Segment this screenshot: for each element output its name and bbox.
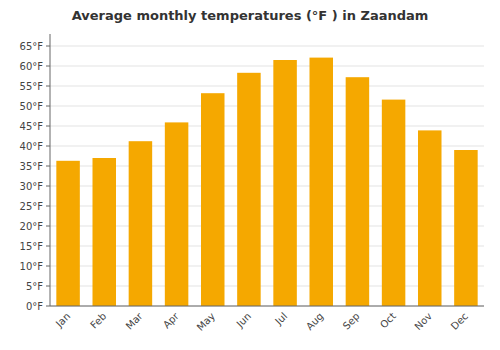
grid-line [50, 106, 484, 107]
y-tick-label: 65°F [20, 41, 44, 52]
grid [50, 46, 484, 306]
y-tick-label: 15°F [20, 241, 44, 252]
bar [346, 77, 370, 306]
x-tick-label: Mar [124, 310, 146, 332]
bar [382, 100, 406, 306]
bar [165, 122, 189, 306]
y-tick-label: 0°F [26, 301, 43, 312]
bar [129, 141, 153, 306]
y-tick [46, 106, 50, 107]
bar [454, 150, 478, 306]
y-tick [46, 186, 50, 187]
page: {"chart_data": {"type": "bar", "title": … [0, 0, 500, 350]
bar [237, 73, 261, 306]
y-axis: 0°F 5°F 10°F 15°F 20°F 25°F 30°F 35°F 40°F 45°F 50… [20, 34, 50, 312]
y-tick-label: 40°F [20, 141, 44, 152]
bar [418, 130, 442, 306]
y-axis-line [50, 34, 51, 306]
x-tick-label: Jan [53, 310, 72, 329]
y-tick [46, 46, 50, 47]
x-tick-label: Jul [272, 310, 289, 327]
bar [309, 58, 333, 306]
grid-line [50, 86, 484, 87]
y-tick-label: 60°F [20, 61, 44, 72]
y-tick [46, 266, 50, 267]
y-tick [46, 286, 50, 287]
grid-line [50, 126, 484, 127]
y-tick-label: 25°F [20, 201, 44, 212]
y-tick-label: 50°F [20, 101, 44, 112]
y-tick [46, 66, 50, 67]
chart-container: Average monthly temperatures (°F ) in Za… [0, 0, 500, 350]
bar [273, 60, 297, 306]
y-tick-label: 35°F [20, 161, 44, 172]
y-tick [46, 306, 50, 307]
y-tick-label: 30°F [20, 181, 44, 192]
y-tick [46, 246, 50, 247]
grid-line [50, 306, 484, 307]
bar [92, 158, 116, 306]
bar [201, 93, 225, 306]
grid-line [50, 66, 484, 67]
y-tick-label: 45°F [20, 121, 44, 132]
x-tick-label: May [195, 310, 217, 332]
x-tick-label: Feb [88, 310, 108, 330]
x-tick-label: Jun [234, 310, 254, 330]
chart-svg: Average monthly temperatures (°F ) in Za… [0, 0, 500, 350]
y-tick [46, 166, 50, 167]
y-tick [46, 86, 50, 87]
y-tick [46, 206, 50, 207]
y-tick-label: 10°F [20, 261, 44, 272]
x-tick-label: Dec [449, 310, 470, 331]
title: Average monthly temperatures (°F ) in Za… [72, 8, 429, 23]
x-tick-label: Aug [304, 310, 326, 332]
y-tick-label: 20°F [20, 221, 44, 232]
x-tick-label: Nov [412, 310, 434, 332]
y-tick [46, 226, 50, 227]
x-axis: Jan Feb Mar Apr May Jun Jul Aug Sep Oct Nov Dec [50, 306, 484, 333]
y-tick [46, 146, 50, 147]
y-tick [46, 126, 50, 127]
grid-line [50, 46, 484, 47]
x-tick-label: Apr [161, 310, 182, 331]
x-tick-label: Sep [341, 310, 362, 331]
y-tick-label: 55°F [20, 81, 44, 92]
bars [56, 58, 477, 306]
y-tick-label: 5°F [26, 281, 43, 292]
bar [56, 161, 80, 306]
x-tick-label: Oct [378, 310, 398, 330]
x-axis-line [50, 306, 484, 307]
